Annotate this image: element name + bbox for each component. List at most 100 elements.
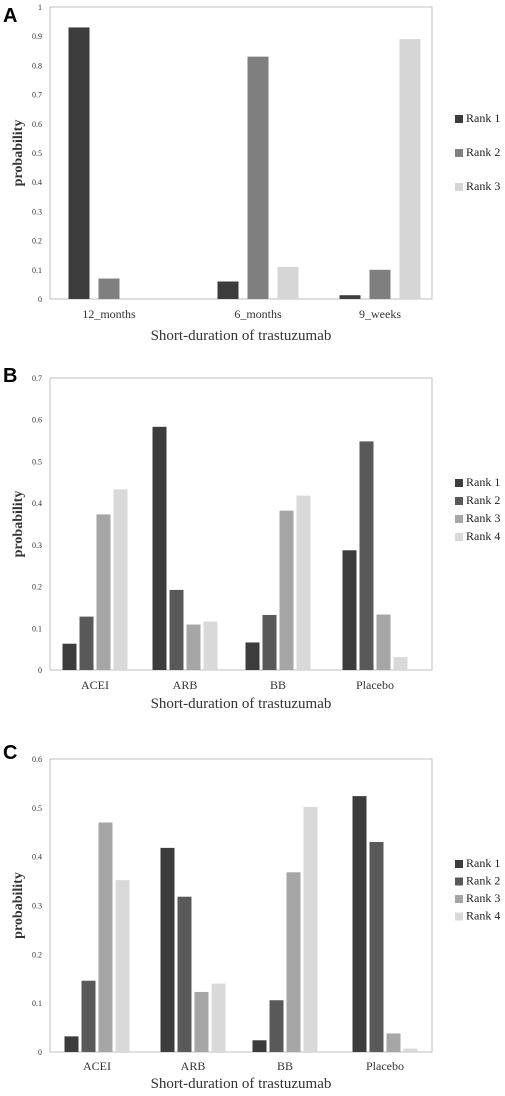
y-tick-label: 0.7 <box>32 374 42 383</box>
legend-swatch <box>455 183 463 191</box>
chart-panel-a: A 0 0.1 0.2 0.3 0.4 0.5 0.6 0.7 0.8 0.9 1 12_months 6… <box>3 3 500 344</box>
bar-rank-4 <box>296 495 311 670</box>
legend-entry: Rank 1 <box>466 856 500 870</box>
y-tick-label: 0.1 <box>32 266 42 275</box>
panel-letter: A <box>3 5 17 27</box>
y-tick-label: 0.5 <box>32 804 42 813</box>
x-tick-label: Placebo <box>356 678 394 692</box>
legend-swatch <box>455 895 463 903</box>
bar-rank-3 <box>96 514 111 670</box>
legend-swatch <box>455 877 463 886</box>
bar-rank-2 <box>177 896 192 1052</box>
legend-swatch <box>455 912 463 921</box>
bar-rank-2 <box>269 1000 284 1052</box>
y-tick-label: 1 <box>38 3 42 12</box>
legend-swatch <box>455 479 463 487</box>
legend-entry: Rank 3 <box>466 511 500 525</box>
y-tick-label: 0.1 <box>32 624 42 633</box>
x-tick-label: ARB <box>173 678 198 692</box>
bar-rank-4 <box>211 983 226 1052</box>
x-axis-label: Short-duration of trastuzumab <box>151 328 332 344</box>
y-tick-label: 0.8 <box>32 61 42 70</box>
bar-rank-2 <box>359 441 374 670</box>
bar-rank-2 <box>81 980 96 1052</box>
bar-rank-3 <box>277 266 299 299</box>
legend-swatch <box>455 533 463 541</box>
bar-rank-1 <box>68 27 90 299</box>
bar-rank-4 <box>403 1048 418 1052</box>
y-tick-label: 0.6 <box>32 755 42 764</box>
y-tick-label: 0.6 <box>32 120 42 129</box>
bar-rank-1 <box>352 796 367 1052</box>
bar-rank-1 <box>342 550 357 670</box>
bar-rank-1 <box>252 1040 267 1052</box>
bar-rank-4 <box>203 621 218 670</box>
bar-rank-4 <box>115 880 130 1052</box>
x-axis-label: Short-duration of trastuzumab <box>151 696 332 712</box>
bar-rank-2 <box>369 842 384 1052</box>
plot-frame <box>49 758 433 1053</box>
y-tick-label: 0.1 <box>32 999 42 1008</box>
bar-rank-3 <box>98 822 113 1052</box>
y-tick-label: 0.3 <box>32 207 42 216</box>
bar-rank-1 <box>64 1036 79 1052</box>
bar-rank-2 <box>79 616 94 670</box>
x-axis-label: Short-duration of trastuzumab <box>151 1076 332 1092</box>
x-tick-label: 9_weeks <box>359 307 401 321</box>
y-tick-label: 0.5 <box>32 149 42 158</box>
y-axis-label: probability <box>11 120 26 187</box>
y-tick-label: 0.4 <box>32 499 42 508</box>
y-tick-label: 0.3 <box>32 541 42 550</box>
bar-rank-3 <box>194 991 209 1052</box>
bar-rank-1 <box>217 281 239 299</box>
x-tick-label: BB <box>270 678 286 692</box>
bar-rank-2 <box>369 269 391 299</box>
legend-entry: Rank 2 <box>466 493 500 507</box>
y-tick-label: 0.9 <box>32 32 42 41</box>
chart-panel-c: C 0 0.1 0.2 0.3 0.4 0.5 0.6 ACEI ARB BB Placebo Shor… <box>3 742 500 1092</box>
x-tick-label: BB <box>277 1059 293 1073</box>
y-axis-label: probability <box>11 491 26 558</box>
y-tick-label: 0 <box>38 295 42 304</box>
legend-entry: Rank 4 <box>466 909 500 923</box>
bar-rank-4 <box>393 657 408 670</box>
legend-entry: Rank 1 <box>466 111 500 125</box>
y-tick-label: 0 <box>38 666 42 675</box>
y-tick-label: 0.2 <box>32 950 42 959</box>
y-tick-label: 0.6 <box>32 416 42 425</box>
bar-rank-2 <box>98 278 120 299</box>
bar-rank-2 <box>247 56 269 299</box>
bar-rank-3 <box>376 614 391 670</box>
legend-swatch <box>455 497 463 505</box>
y-axis-label: probability <box>11 872 26 939</box>
bar-rank-1 <box>245 642 260 670</box>
y-tick-label: 0.2 <box>32 583 42 592</box>
bar-rank-4 <box>113 489 128 670</box>
bar-rank-3 <box>128 298 150 299</box>
y-tick-label: 0 <box>38 1048 42 1057</box>
y-tick-label: 0.7 <box>32 91 42 100</box>
bar-rank-4 <box>303 806 318 1052</box>
x-tick-label: ACEI <box>81 678 109 692</box>
bar-rank-1 <box>160 847 175 1052</box>
x-tick-label: ACEI <box>83 1059 111 1073</box>
legend-entry: Rank 3 <box>466 179 500 193</box>
legend-swatch <box>455 515 463 523</box>
bar-rank-3 <box>399 39 421 300</box>
x-tick-label: 12_months <box>82 307 136 321</box>
y-tick-label: 0.2 <box>32 237 42 246</box>
chart-panel-b: B 0 0.1 0.2 0.3 0.4 0.5 0.6 0.7 ACEI ARB BB Placebo S… <box>3 365 500 712</box>
legend-entry: Rank 3 <box>466 891 500 905</box>
bar-rank-1 <box>339 295 361 299</box>
y-tick-label: 0.4 <box>32 853 42 862</box>
legend-entry: Rank 2 <box>466 874 500 888</box>
legend-swatch <box>455 149 463 157</box>
plot-frame <box>49 6 433 300</box>
bar-rank-2 <box>169 589 184 670</box>
legend-entry: Rank 4 <box>466 529 500 543</box>
bar-rank-3 <box>286 872 301 1052</box>
x-tick-label: ARB <box>181 1059 206 1073</box>
bar-rank-1 <box>62 643 77 670</box>
panel-letter: B <box>3 365 17 387</box>
